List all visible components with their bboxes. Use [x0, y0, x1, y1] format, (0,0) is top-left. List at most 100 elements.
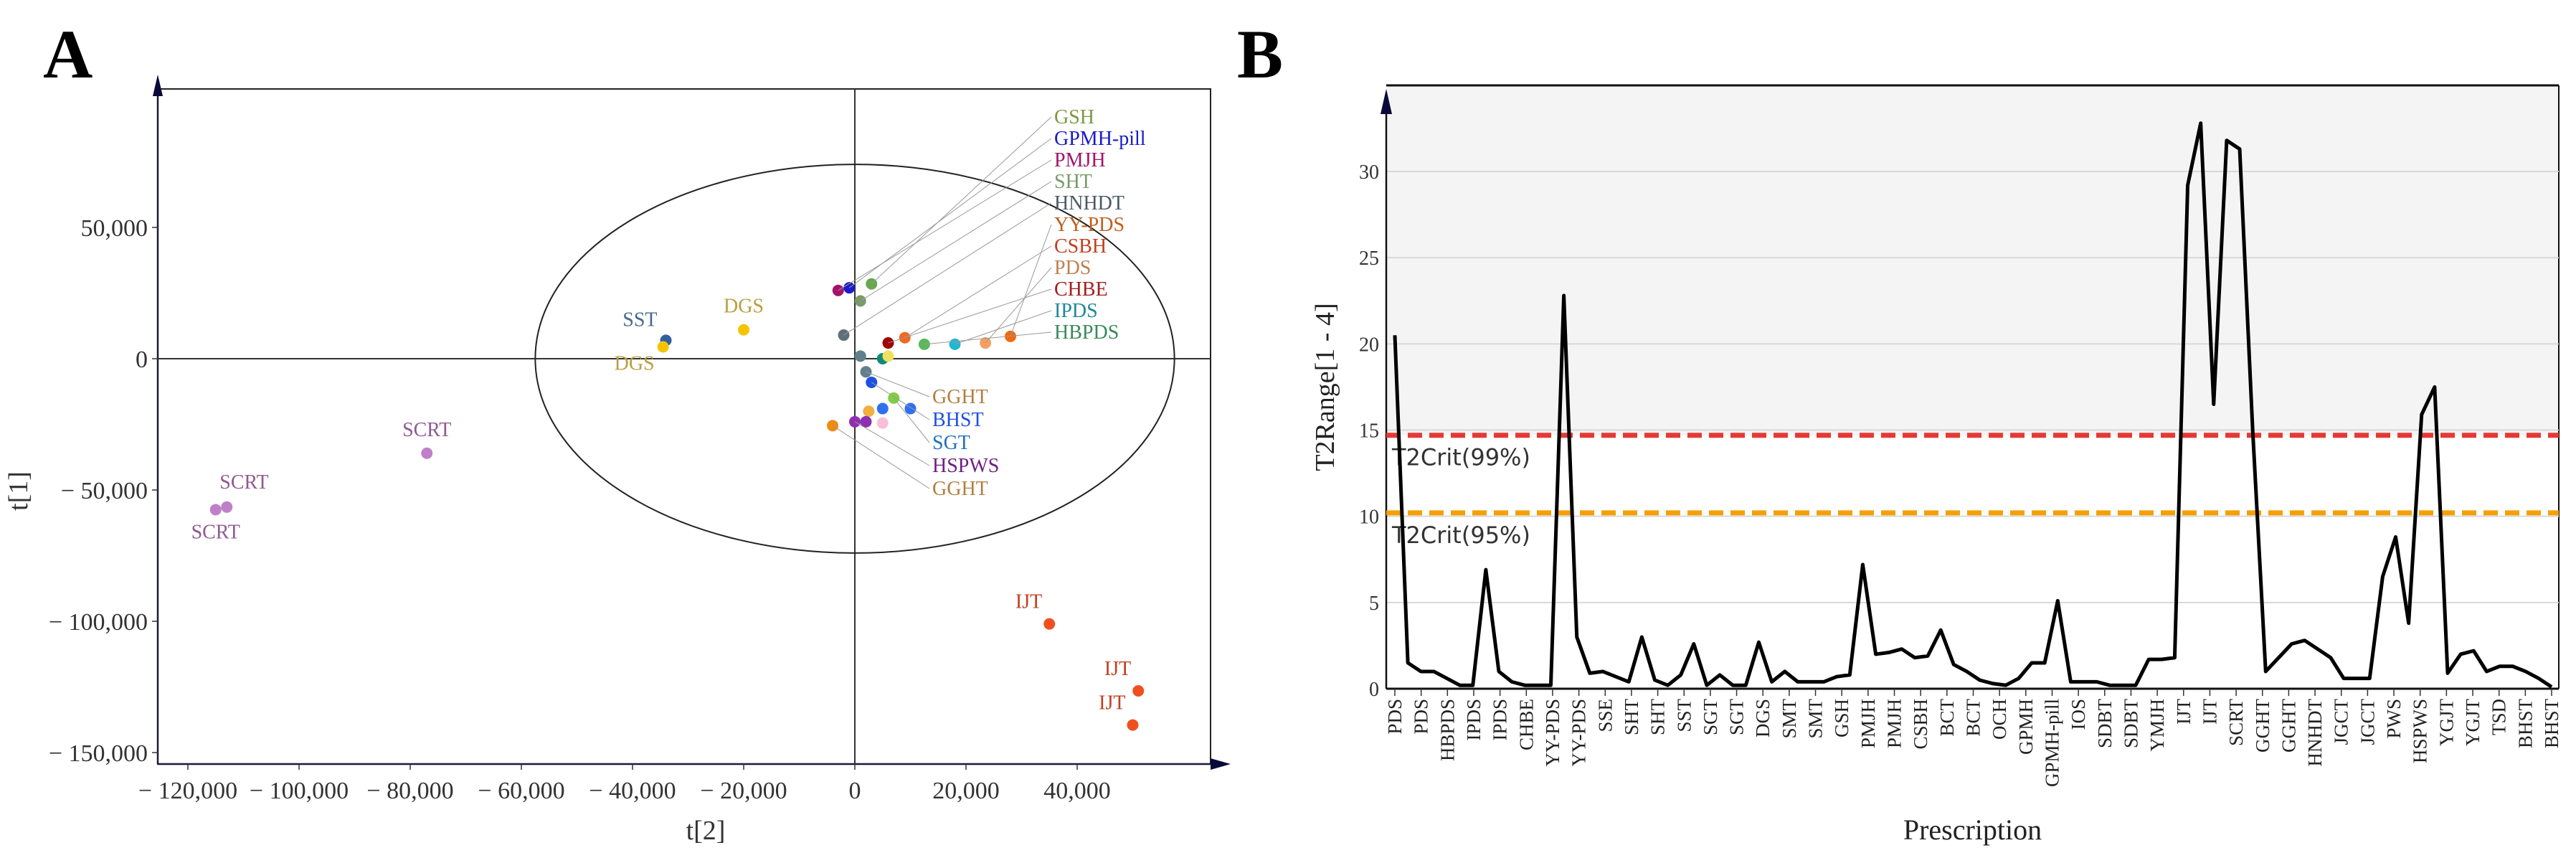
x-tick-label: GPMH-pill — [2041, 699, 2063, 787]
x-tick-label: − 80,000 — [366, 778, 453, 804]
x-tick-label: IPDS — [1490, 699, 1511, 741]
x-tick-label: JGCT — [2357, 699, 2378, 745]
y-axis-title: t[1] — [4, 471, 34, 511]
x-tick-label: − 40,000 — [589, 778, 676, 804]
point-label: IJT — [1104, 658, 1131, 680]
x-tick-label: SHT — [1647, 699, 1669, 736]
data-point — [860, 415, 872, 428]
x-tick-label: SMT — [1779, 699, 1800, 739]
point-label: DGS — [615, 353, 655, 375]
point-label: GGHT — [932, 478, 988, 500]
panel-b-letter: B — [1237, 16, 1284, 93]
point-label: BHST — [932, 409, 984, 431]
point-label: GSH — [1054, 106, 1094, 128]
label-leader-line — [871, 382, 930, 420]
x-tick-label: SGT — [1726, 699, 1748, 736]
x-tick-label: GPMH — [2015, 699, 2037, 755]
x-tick-label: TSD — [2489, 699, 2510, 735]
y-tick-label: 20 — [1359, 334, 1379, 356]
point-label: SHT — [1054, 171, 1092, 193]
y-tick-label: 50,000 — [81, 215, 148, 242]
y-axis-title: T2Range[1 - 4] — [1310, 303, 1340, 471]
score-scatter-plot: − 120,000 − 100,000 − 80,000 − 60,000 − 40,0… — [4, 75, 1231, 846]
point-label: IJT — [1099, 692, 1125, 715]
point-label: IPDS — [1054, 300, 1098, 322]
data-point — [1127, 719, 1139, 731]
point-label: SCRT — [219, 471, 268, 494]
plot-frame — [157, 88, 1211, 765]
x-tick-label: − 20,000 — [700, 778, 787, 804]
data-point — [738, 324, 749, 336]
x-axis-title: t[2] — [686, 816, 726, 846]
x-tick-label: YMJH — [2146, 699, 2168, 752]
label-leader-line — [838, 159, 1052, 291]
x-tick-label: YY-PDS — [1568, 699, 1590, 767]
data-point — [882, 350, 894, 362]
label-leader-line — [854, 421, 930, 466]
point-label: HBPDS — [1054, 321, 1119, 344]
x-tick-label: IJT — [2199, 699, 2220, 725]
x-tick-label: BCT — [1936, 698, 1958, 736]
x-tick-label: SST — [1673, 698, 1695, 732]
label-leader-line — [832, 425, 930, 489]
x-tick-label: DGS — [1752, 699, 1774, 737]
point-label: GGHT — [932, 386, 988, 408]
data-point — [876, 417, 889, 429]
x-tick-label: JGCT — [2331, 699, 2352, 745]
y-tick-label: − 150,000 — [49, 740, 148, 767]
label-leader-line — [904, 245, 1052, 339]
x-tick-label: GGHT — [2252, 699, 2273, 753]
critical-region-background — [1386, 85, 2559, 435]
x-tick-label: IPDS — [1463, 699, 1484, 741]
t2range-series-line — [1393, 121, 2553, 689]
x-tick-label: SDBT — [2094, 699, 2116, 749]
x-tick-label: 40,000 — [1043, 778, 1111, 804]
label-leader-line — [866, 371, 930, 397]
point-label: YY-PDS — [1054, 214, 1124, 236]
point-label: HSPWS — [932, 455, 999, 477]
x-tick-label: CSBH — [1910, 699, 1931, 750]
point-label: CHBE — [1054, 278, 1108, 301]
x-tick-label: SSE — [1594, 699, 1616, 732]
point-label: GPMH-pill — [1054, 128, 1146, 150]
data-point — [863, 405, 875, 418]
x-axis-title: Prescription — [1903, 814, 2042, 846]
x-tick-label: GGHT — [2278, 699, 2299, 753]
threshold-label: T2Crit(99%) — [1391, 444, 1530, 471]
point-label: SST — [622, 308, 657, 331]
x-tick-label: SGT — [1700, 699, 1721, 736]
x-tick-label: SMT — [1805, 699, 1827, 739]
threshold-label: T2Crit(95%) — [1391, 522, 1530, 549]
point-label: SCRT — [402, 419, 451, 441]
label-leader-line — [985, 267, 1052, 344]
x-tick-label: PWS — [2383, 699, 2405, 739]
x-tick-label: YY-PDS — [1542, 699, 1563, 767]
x-tick-label: BHST — [2514, 699, 2536, 749]
x-tick-label: PMJH — [1857, 699, 1879, 748]
y-axis-arrow — [153, 75, 163, 96]
y-tick-label: − 50,000 — [61, 478, 148, 504]
point-label: CSBH — [1054, 235, 1107, 258]
label-leader-line — [843, 202, 1052, 336]
point-label: PMJH — [1054, 149, 1106, 171]
data-point — [854, 350, 866, 362]
x-tick-label: YGJT — [2435, 698, 2457, 746]
label-leader-line — [860, 181, 1052, 301]
x-tick-label: − 60,000 — [478, 778, 564, 804]
data-point — [1043, 618, 1056, 630]
label-leader-line — [1010, 224, 1052, 337]
panel-a-letter: A — [43, 16, 93, 93]
x-tick-label: YGJT — [2462, 698, 2483, 746]
y-tick-label: 15 — [1359, 420, 1379, 443]
x-tick-label: − 120,000 — [138, 778, 237, 804]
point-label: SGT — [932, 432, 970, 454]
x-tick-label: BHST — [2541, 699, 2562, 749]
data-point — [221, 501, 233, 513]
x-tick-label: GSH — [1831, 699, 1852, 737]
data-point — [876, 402, 889, 415]
x-tick-label: OCH — [1989, 699, 2010, 740]
y-tick-label: 0 — [136, 347, 148, 373]
point-label: PDS — [1054, 257, 1091, 279]
x-tick-label: BCT — [1963, 698, 1984, 736]
